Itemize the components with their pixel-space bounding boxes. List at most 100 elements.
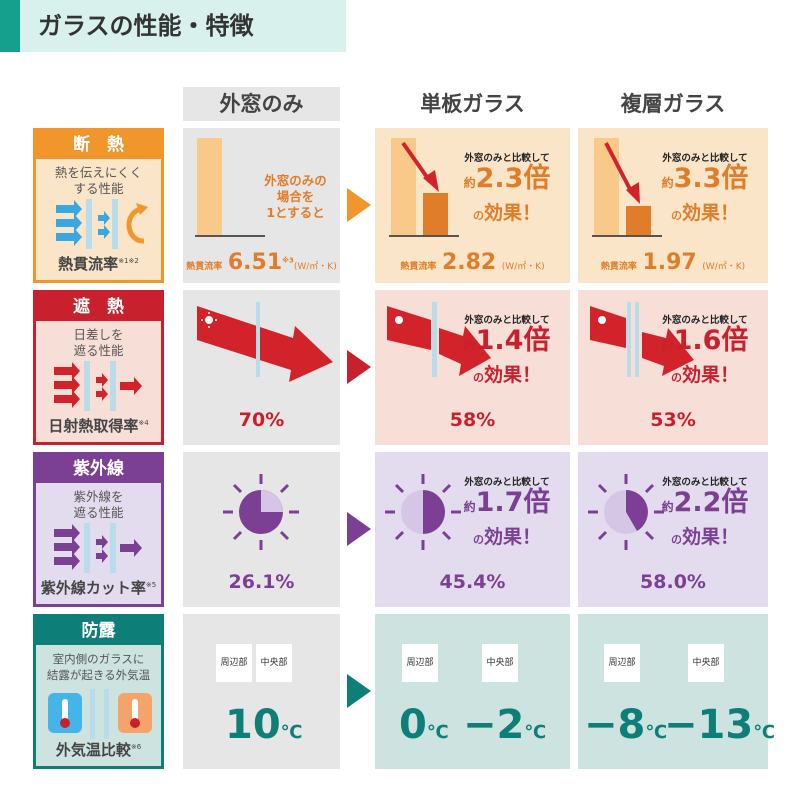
- effect-text: 効果！: [483, 526, 541, 548]
- center-label: 中央部: [688, 644, 724, 682]
- row-label-uv: 紫外線 紫外線を 遮る性能 紫外線カット率※5: [33, 452, 164, 607]
- row-title: 遮 熱: [36, 293, 161, 321]
- cell-solar-outer: 70%: [183, 290, 340, 445]
- center-temperature: −2: [463, 702, 525, 748]
- edge-label: 周辺部: [402, 644, 438, 682]
- value: 26.1%: [228, 571, 295, 593]
- edge-label: 周辺部: [604, 644, 640, 682]
- cell-uv-double: 外窓のみと比較して 約2.2倍 の効果！ 58.0%: [578, 452, 768, 607]
- row-desc: 紫外線を: [73, 489, 124, 504]
- factor: 1.4倍: [475, 325, 551, 356]
- row-desc: 日差しを: [73, 327, 124, 342]
- row-label-condensation: 防露 室内側のガラスに 結露が起きる外気温 外気温比較※6: [33, 614, 164, 769]
- factor: 1.6倍: [673, 325, 749, 356]
- arrow-right-icon: [347, 188, 371, 222]
- bar-compare-icon: [389, 138, 459, 237]
- cell-condensation-outer: 周辺部 中央部 10℃: [183, 614, 340, 769]
- edge-temperature: −8: [584, 702, 646, 748]
- row-title: 断 熱: [36, 131, 161, 159]
- effect-text: 効果！: [681, 526, 739, 548]
- value: 1.97: [642, 250, 697, 275]
- compare-text: 外窓のみと比較して: [464, 153, 550, 164]
- column-header-outer-window: 外窓のみ: [183, 87, 340, 121]
- value: 6.51: [227, 250, 283, 275]
- compare-text: 外窓のみと比較して: [464, 477, 550, 488]
- factor: 3.3倍: [673, 163, 749, 194]
- unit: (W/㎡・K): [702, 262, 746, 272]
- row-desc: 結露が起きる外気温: [46, 668, 151, 682]
- factor: 1.7倍: [475, 487, 551, 518]
- center-label: 中央部: [482, 644, 518, 682]
- effect-text: 効果！: [483, 202, 541, 224]
- bar-compare-icon: [592, 138, 662, 237]
- arrow-right-icon: [347, 674, 371, 708]
- unit: (W/㎡・K): [501, 262, 545, 272]
- factor: 2.2倍: [673, 487, 749, 518]
- footnote: ※1※2: [118, 257, 139, 265]
- row-title: 紫外線: [36, 455, 161, 483]
- center-temperature: −13: [664, 702, 754, 748]
- row-desc: する性能: [73, 181, 124, 196]
- metric-label: 熱貫流率: [400, 262, 437, 272]
- row-label-insulation: 断 熱 熱を伝えにくく する性能 熱貫流率※1※2: [33, 128, 164, 283]
- value: 45.4%: [439, 571, 506, 593]
- sunlight-reduced-icon: [590, 302, 694, 377]
- effect-text: 効果！: [681, 364, 739, 386]
- compare-text: 外窓のみと比較して: [662, 153, 748, 164]
- cell-insulation-outer: 外窓のみの 場合を 1とすると 熱貫流率 6.51※3(W/㎡・K): [183, 128, 340, 283]
- arrow-right-icon: [347, 512, 371, 546]
- footnote: ※5: [145, 581, 157, 589]
- temperature: 10: [225, 702, 281, 748]
- cell-condensation-double: 周辺部 中央部 −8℃ −13℃: [578, 614, 775, 769]
- compare-text: 外窓のみと比較して: [464, 315, 550, 326]
- value: 58.0%: [640, 571, 706, 593]
- arrow-right-icon: [347, 350, 371, 384]
- footnote: ※6: [130, 743, 142, 751]
- value: 70%: [238, 409, 285, 431]
- row-metric: 紫外線カット率: [40, 579, 146, 597]
- uv-sun-icon: [385, 474, 461, 550]
- row-title: 防露: [36, 617, 161, 645]
- center-label: 中央部: [256, 644, 292, 682]
- effect-text: 効果！: [681, 202, 739, 224]
- cell-uv-single: 外窓のみと比較して 約1.7倍 の効果！ 45.4%: [375, 452, 570, 607]
- value: 58%: [449, 409, 496, 431]
- row-metric: 外気温比較: [55, 741, 131, 759]
- edge-temperature: 0: [399, 702, 427, 748]
- row-label-solar-heat: 遮 熱 日差しを 遮る性能 日射熱取得率※4: [33, 290, 164, 445]
- row-desc: 室内側のガラスに: [52, 652, 145, 666]
- unit: (W/㎡・K): [293, 262, 337, 272]
- row-desc: 遮る性能: [73, 505, 124, 520]
- row-metric: 熱貫流率: [58, 255, 119, 273]
- cell-solar-double: 外窓のみと比較して 約1.6倍 の効果！ 53%: [578, 290, 768, 445]
- row-metric: 日射熱取得率: [48, 417, 139, 435]
- cell-insulation-double: 外窓のみと比較して 約3.3倍 の効果！ 熱貫流率 1.97 (W/㎡・K): [578, 128, 768, 283]
- column-header-double-glass: 複層ガラス: [620, 92, 726, 116]
- row-desc: 熱を伝えにくく: [54, 165, 143, 180]
- footnote: ※4: [138, 419, 149, 427]
- effect-text: 効果！: [483, 364, 541, 386]
- metric-label: 熱貫流率: [186, 262, 223, 272]
- footnote: ※3: [282, 256, 294, 265]
- title-accent: [0, 0, 20, 52]
- metric-label: 熱貫流率: [600, 262, 637, 272]
- compare-text: 外窓のみと比較して: [662, 477, 748, 488]
- row-desc: 遮る性能: [73, 343, 124, 358]
- cell-solar-single: 外窓のみと比較して 約1.4倍 の効果！ 58%: [375, 290, 570, 445]
- heat-transfer-icon: [56, 199, 148, 249]
- factor: 2.3倍: [475, 163, 551, 194]
- uv-sun-icon: [223, 474, 299, 550]
- page-title: ガラスの性能・特徴: [20, 0, 346, 52]
- sunlight-arrow-icon: [197, 302, 333, 382]
- uv-sun-icon: [588, 474, 664, 550]
- value: 2.82: [441, 250, 497, 275]
- cell-insulation-single: 外窓のみと比較して 約2.3倍 の効果！ 熱貫流率 2.82 (W/㎡・K): [375, 128, 570, 283]
- edge-label: 周辺部: [216, 644, 252, 682]
- sunlight-reduced-icon: [387, 302, 491, 377]
- bar-icon: [195, 138, 265, 237]
- baseline-caption: 外窓のみの 場合を 1とすると: [264, 173, 327, 220]
- thermometer-icons: [48, 689, 152, 739]
- cell-condensation-single: 周辺部 中央部 0℃ −2℃: [375, 614, 570, 769]
- cell-uv-outer: 26.1%: [183, 452, 340, 607]
- column-header-single-glass: 単板ガラス: [420, 92, 525, 116]
